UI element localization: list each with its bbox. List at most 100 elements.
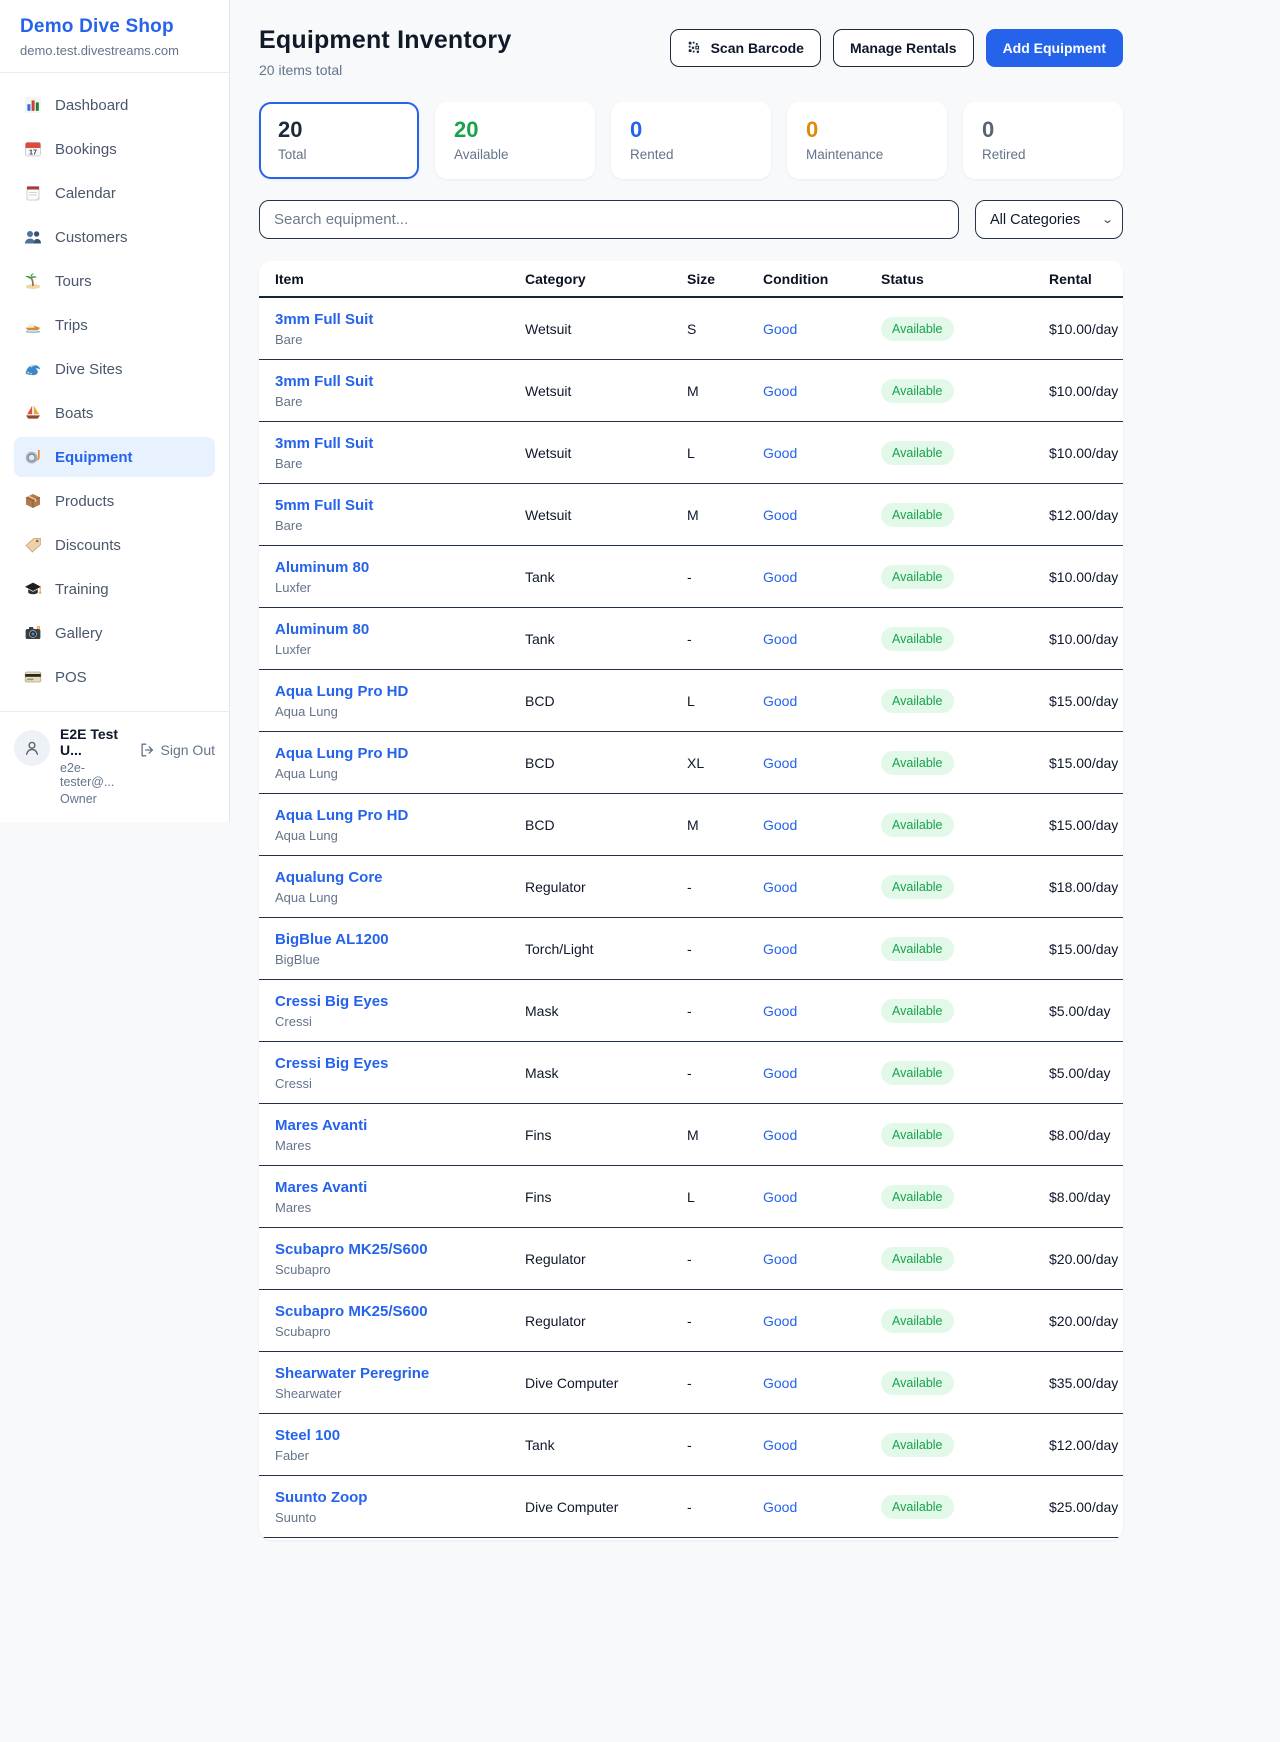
condition-link[interactable]: Good xyxy=(763,1126,798,1143)
stat-card[interactable]: 0 Retired xyxy=(963,102,1123,179)
condition-link[interactable]: Good xyxy=(763,630,798,647)
sidebar-item-boats[interactable]: Boats xyxy=(14,393,215,433)
search-input[interactable] xyxy=(259,200,959,239)
stat-label: Retired xyxy=(982,147,1026,162)
item-name-link[interactable]: Suunto Zoop xyxy=(275,1488,368,1506)
sidebar-item-customers[interactable]: Customers xyxy=(14,217,215,257)
item-name-link[interactable]: Aqua Lung Pro HD xyxy=(275,744,409,762)
item-name-link[interactable]: Shearwater Peregrine xyxy=(275,1364,430,1382)
rental-cell: $10.00/day xyxy=(1049,444,1119,461)
sidebar-item-label: Training xyxy=(55,580,109,598)
condition-link[interactable]: Good xyxy=(763,1374,798,1391)
category-select[interactable]: All Categories ⌄ xyxy=(975,200,1123,239)
status-badge: Available xyxy=(881,1308,954,1333)
condition-link[interactable]: Good xyxy=(763,692,798,709)
table-row: 5mm Full Suit Bare Wetsuit M Good Availa… xyxy=(259,484,1123,546)
table-row: Mares Avanti Mares Fins L Good Available… xyxy=(259,1166,1123,1228)
table-row: Aluminum 80 Luxfer Tank - Good Available… xyxy=(259,546,1123,608)
item-name-link[interactable]: 5mm Full Suit xyxy=(275,496,374,514)
category-cell: Regulator xyxy=(525,1250,586,1267)
item-name-link[interactable]: Aluminum 80 xyxy=(275,620,370,638)
item-name-link[interactable]: 3mm Full Suit xyxy=(275,310,374,328)
sidebar-item-calendar[interactable]: Calendar xyxy=(14,173,215,213)
size-cell: - xyxy=(687,1002,692,1019)
sidebar-item-label: Trips xyxy=(55,316,88,334)
category-cell: Mask xyxy=(525,1002,559,1019)
sidebar-item-label: Products xyxy=(55,492,115,510)
sidebar-divider xyxy=(0,72,229,73)
condition-link[interactable]: Good xyxy=(763,506,798,523)
item-name-link[interactable]: 3mm Full Suit xyxy=(275,434,374,452)
item-name-link[interactable]: Aqua Lung Pro HD xyxy=(275,806,409,824)
sidebar-item-training[interactable]: Training xyxy=(14,569,215,609)
item-name-link[interactable]: Mares Avanti xyxy=(275,1116,368,1134)
wave-icon xyxy=(24,360,42,378)
condition-link[interactable]: Good xyxy=(763,382,798,399)
item-brand: Aqua Lung xyxy=(275,889,338,905)
item-name-link[interactable]: Aqualung Core xyxy=(275,868,383,886)
person-icon xyxy=(25,741,39,755)
condition-link[interactable]: Good xyxy=(763,878,798,895)
bar-chart-icon xyxy=(24,96,42,114)
status-badge: Available xyxy=(881,750,954,775)
condition-link[interactable]: Good xyxy=(763,1188,798,1205)
sidebar-item-bookings[interactable]: 17 Bookings xyxy=(14,129,215,169)
stats-row: 20 Total 20 Available 0 Rented 0 Mainten… xyxy=(259,102,1123,179)
item-name-link[interactable]: Steel 100 xyxy=(275,1426,341,1444)
item-name-link[interactable]: Aluminum 80 xyxy=(275,558,370,576)
status-badge: Available xyxy=(881,1494,954,1519)
condition-link[interactable]: Good xyxy=(763,1064,798,1081)
item-name-link[interactable]: Aqua Lung Pro HD xyxy=(275,682,409,700)
brand-title[interactable]: Demo Dive Shop xyxy=(20,16,174,37)
size-cell: L xyxy=(687,692,695,709)
sign-out-button[interactable]: Sign Out xyxy=(139,742,215,758)
condition-link[interactable]: Good xyxy=(763,320,798,337)
status-badge: Available xyxy=(881,1370,954,1395)
stat-card[interactable]: 20 Available xyxy=(435,102,595,179)
table-row: Mares Avanti Mares Fins M Good Available… xyxy=(259,1104,1123,1166)
sidebar-item-gallery[interactable]: Gallery xyxy=(14,613,215,653)
condition-link[interactable]: Good xyxy=(763,444,798,461)
category-cell: BCD xyxy=(525,692,555,709)
stat-card[interactable]: 0 Rented xyxy=(611,102,771,179)
item-name-link[interactable]: Cressi Big Eyes xyxy=(275,992,389,1010)
condition-link[interactable]: Good xyxy=(763,816,798,833)
condition-link[interactable]: Good xyxy=(763,1250,798,1267)
sidebar-item-discounts[interactable]: Discounts xyxy=(14,525,215,565)
status-badge: Available xyxy=(881,936,954,961)
speedboat-icon xyxy=(24,316,42,334)
rental-cell: $20.00/day xyxy=(1049,1312,1119,1329)
category-cell: Tank xyxy=(525,630,555,647)
manage-rentals-button[interactable]: Manage Rentals xyxy=(832,29,974,67)
condition-link[interactable]: Good xyxy=(763,1312,798,1329)
size-cell: - xyxy=(687,1250,692,1267)
item-name-link[interactable]: Scubapro MK25/S600 xyxy=(275,1302,428,1320)
condition-link[interactable]: Good xyxy=(763,940,798,957)
scan-barcode-button[interactable]: Scan Barcode xyxy=(669,29,821,67)
people-icon xyxy=(24,228,42,246)
item-name-link[interactable]: Mares Avanti xyxy=(275,1178,368,1196)
item-name-link[interactable]: Cressi Big Eyes xyxy=(275,1054,389,1072)
item-name-link[interactable]: BigBlue AL1200 xyxy=(275,930,389,948)
condition-link[interactable]: Good xyxy=(763,568,798,585)
status-badge: Available xyxy=(881,1122,954,1147)
sidebar-item-dashboard[interactable]: Dashboard xyxy=(14,85,215,125)
sidebar-item-equipment[interactable]: Equipment xyxy=(14,437,215,477)
add-equipment-button[interactable]: Add Equipment xyxy=(985,29,1123,67)
sidebar-item-dive-sites[interactable]: Dive Sites xyxy=(14,349,215,389)
sidebar-item-trips[interactable]: Trips xyxy=(14,305,215,345)
condition-link[interactable]: Good xyxy=(763,1436,798,1453)
stat-card[interactable]: 20 Total xyxy=(259,102,419,179)
condition-link[interactable]: Good xyxy=(763,754,798,771)
condition-link[interactable]: Good xyxy=(763,1002,798,1019)
condition-link[interactable]: Good xyxy=(763,1498,798,1515)
stat-card[interactable]: 0 Maintenance xyxy=(787,102,947,179)
sidebar-item-tours[interactable]: Tours xyxy=(14,261,215,301)
user-email: e2e-tester@... xyxy=(60,761,115,789)
sidebar-item-label: Equipment xyxy=(55,448,133,466)
size-cell: M xyxy=(687,382,699,399)
item-name-link[interactable]: 3mm Full Suit xyxy=(275,372,374,390)
sidebar-item-products[interactable]: Products xyxy=(14,481,215,521)
sidebar-item-pos[interactable]: POS xyxy=(14,657,215,697)
item-name-link[interactable]: Scubapro MK25/S600 xyxy=(275,1240,428,1258)
